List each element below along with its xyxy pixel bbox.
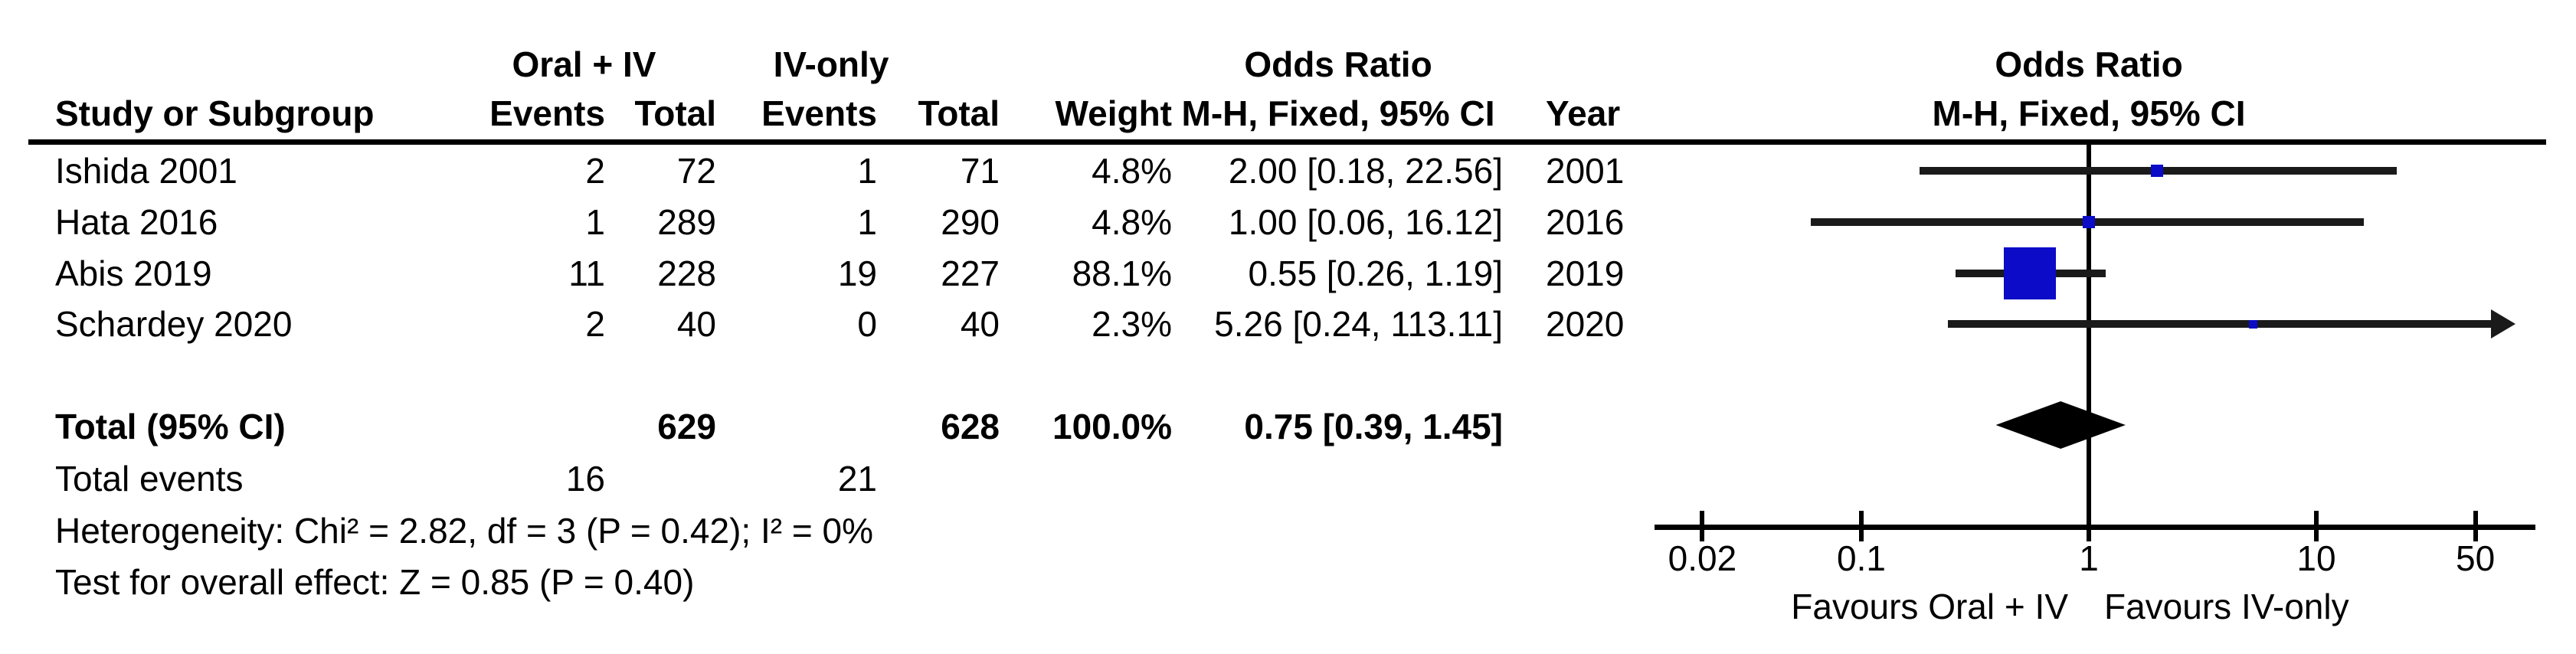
- study-cell-year: 2001: [1546, 151, 1625, 191]
- effect-square: [2003, 247, 2056, 299]
- study-cell-year: 2020: [1546, 304, 1625, 344]
- study-cell-ci_text: 0.55 [0.26, 1.19]: [1248, 253, 1504, 293]
- study-cell-weight: 2.3%: [1092, 304, 1172, 344]
- study-cell-total2: 290: [941, 202, 1000, 242]
- effect-square: [2151, 165, 2164, 177]
- study-cell-total1: 72: [676, 151, 716, 191]
- axis-tick-label: 0.02: [1668, 538, 1737, 578]
- axis-tick-label: 1: [2079, 538, 2099, 578]
- plot-header-method: M-H, Fixed, 95% CI: [1932, 93, 2246, 133]
- header-rule: [28, 139, 2546, 145]
- group2-header: IV-only: [773, 44, 889, 84]
- study-cell-weight: 4.8%: [1092, 151, 1172, 191]
- study-cell-total2: 40: [960, 304, 1000, 344]
- axis-tick-label: 10: [2296, 538, 2336, 578]
- study-cell-events1: 2: [585, 151, 605, 191]
- study-cell-events1: 2: [585, 304, 605, 344]
- odds-ratio-header-right: Odds Ratio: [1995, 44, 2183, 84]
- column-header-events1: Events: [489, 93, 605, 133]
- study-cell-weight: 88.1%: [1072, 253, 1172, 293]
- plot-center-line: [2087, 145, 2091, 530]
- ci-line: [1947, 320, 2491, 328]
- column-header-year: Year: [1546, 93, 1621, 133]
- study-cell-events2: 1: [857, 202, 877, 242]
- study-cell-name: Schardey 2020: [55, 304, 293, 344]
- study-cell-total1: 289: [657, 202, 716, 242]
- study-cell-ci_text: 2.00 [0.18, 22.56]: [1228, 151, 1503, 191]
- axis-tick-label: 50: [2456, 538, 2496, 578]
- favours-left-label: Favours Oral + IV: [1791, 587, 2068, 626]
- study-cell-name: Abis 2019: [55, 253, 212, 293]
- study-cell-name: Hata 2016: [55, 202, 218, 242]
- total-row-label: Total (95% CI): [55, 407, 286, 446]
- axis-tick: [1700, 511, 1705, 541]
- total-row-total1: 629: [657, 407, 716, 446]
- plot-axis-line: [1655, 525, 2535, 530]
- study-cell-ci_text: 1.00 [0.06, 16.12]: [1228, 202, 1503, 242]
- column-header-ci: M-H, Fixed, 95% CI: [1181, 93, 1495, 133]
- column-header-study: Study or Subgroup: [55, 93, 375, 133]
- total-events-events2: 21: [837, 459, 877, 499]
- study-cell-total2: 227: [941, 253, 1000, 293]
- group1-header: Oral + IV: [512, 44, 656, 84]
- favours-right-label: Favours IV-only: [2104, 587, 2349, 626]
- study-cell-events1: 11: [568, 253, 605, 293]
- axis-tick-label: 0.1: [1837, 538, 1886, 578]
- study-cell-year: 2019: [1546, 253, 1625, 293]
- study-cell-total1: 40: [676, 304, 716, 344]
- overall-effect-text: Test for overall effect: Z = 0.85 (P = 0…: [55, 562, 695, 602]
- total-events-events1: 16: [565, 459, 605, 499]
- study-cell-weight: 4.8%: [1092, 202, 1172, 242]
- total-events-label: Total events: [55, 459, 244, 499]
- overflow-arrow: [2491, 309, 2515, 338]
- summary-diamond: [1995, 401, 2126, 449]
- axis-tick: [2473, 511, 2478, 541]
- axis-tick: [1859, 511, 1864, 541]
- study-cell-events2: 1: [857, 151, 877, 191]
- axis-tick: [2087, 511, 2091, 541]
- study-cell-total1: 228: [657, 253, 716, 293]
- effect-square: [2083, 216, 2095, 228]
- study-cell-ci_text: 5.26 [0.24, 113.11]: [1214, 304, 1503, 344]
- total-row-total2: 628: [941, 407, 1000, 446]
- study-cell-events1: 1: [585, 202, 605, 242]
- heterogeneity-text: Heterogeneity: Chi² = 2.82, df = 3 (P = …: [55, 511, 873, 551]
- column-header-total2: Total: [918, 93, 1000, 133]
- axis-tick: [2314, 511, 2319, 541]
- total-row-ci: 0.75 [0.39, 1.45]: [1244, 407, 1503, 446]
- study-cell-total2: 71: [960, 151, 1000, 191]
- odds-ratio-header-left: Odds Ratio: [1244, 44, 1432, 84]
- study-cell-events2: 0: [857, 304, 877, 344]
- study-cell-events2: 19: [837, 253, 877, 293]
- column-header-total1: Total: [634, 93, 716, 133]
- column-header-weight: Weight: [1055, 93, 1172, 133]
- study-cell-name: Ishida 2001: [55, 151, 237, 191]
- effect-square: [2248, 319, 2257, 329]
- total-row-weight: 100.0%: [1052, 407, 1172, 446]
- study-cell-year: 2016: [1546, 202, 1625, 242]
- column-header-events2: Events: [761, 93, 877, 133]
